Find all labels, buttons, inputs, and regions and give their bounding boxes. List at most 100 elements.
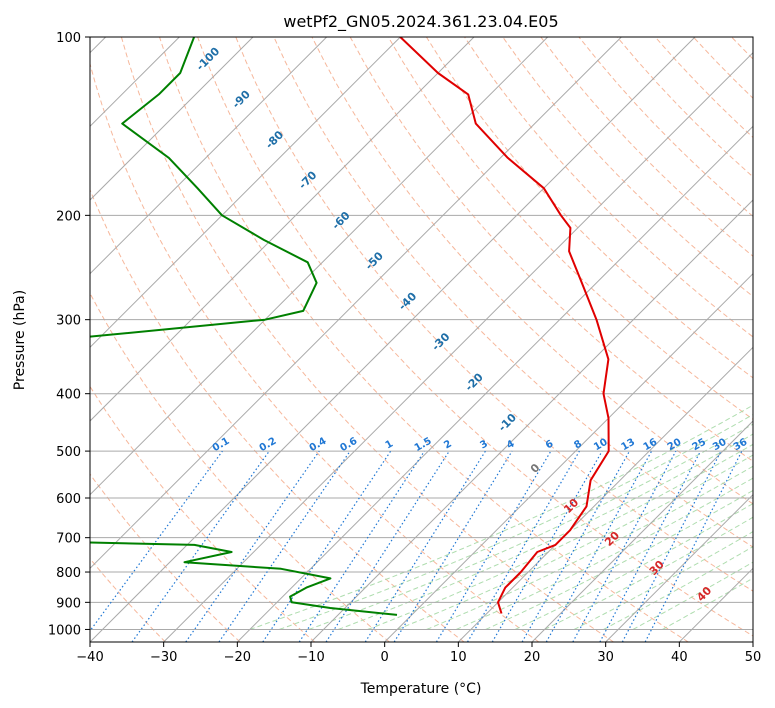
moist-adiabat-line	[456, 477, 753, 630]
dry-adiabat-label: -30	[429, 330, 452, 353]
moist-adiabat-line	[514, 503, 753, 630]
moist-adiabat-line	[279, 414, 753, 630]
dry-adiabat-line	[311, 37, 753, 505]
moist-adiabat-line	[249, 404, 753, 630]
mixing-ratio-line	[185, 450, 320, 642]
y-tick-label: 800	[56, 566, 81, 581]
y-tick-label: 700	[56, 532, 81, 547]
label-layer: 0.1 0.2 0.4 0.6 1 1.5 2 3 4 6 8 10 13 16 20 25 30 36-100-…	[194, 44, 750, 604]
moist-adiabat-line	[397, 454, 753, 630]
y-tick-label: 900	[56, 596, 81, 611]
mixing-ratio-label: 1	[384, 438, 396, 451]
dry-adiabat-label: -70	[296, 168, 319, 191]
isotherm-line	[90, 37, 549, 496]
dry-adiabat-line	[235, 37, 753, 592]
mixing-ratio-line	[621, 450, 722, 642]
x-tick-label: 50	[745, 650, 762, 665]
isotherm-line	[90, 37, 475, 422]
dry-adiabat-line	[692, 37, 753, 99]
x-tick-label: −10	[297, 650, 324, 665]
y-tick-label: 1000	[48, 623, 81, 638]
dry-adiabat-line	[159, 37, 689, 642]
dry-adiabat-label: 0	[528, 461, 543, 476]
isotherm-line	[310, 199, 753, 642]
mixing-ratio-label: 6	[544, 438, 556, 451]
dry-adiabat-line	[90, 188, 465, 642]
x-tick-label: −20	[224, 650, 251, 665]
y-tick-label: 300	[56, 314, 81, 329]
dry-adiabat-line	[90, 62, 540, 642]
moist-adiabat-line	[632, 561, 753, 630]
mixing-ratio-line	[364, 450, 486, 642]
y-tick-label: 500	[56, 445, 81, 460]
dry-adiabat-line	[770, 37, 775, 642]
isotherm-line	[236, 125, 753, 642]
dry-adiabat-label: -90	[230, 88, 253, 111]
dry-adiabat-line	[90, 292, 390, 642]
moist-adiabat-line	[573, 531, 753, 630]
y-axis-label: Pressure (hPa)	[12, 290, 28, 390]
mixing-ratio-line	[521, 450, 631, 642]
x-tick-label: 30	[597, 650, 614, 665]
mixing-ratio-line	[435, 450, 552, 642]
mixing-ratio-label: 2	[442, 438, 454, 451]
isotherm-line	[90, 37, 328, 275]
chart-title: wetPf2_GN05.2024.361.23.04.E05	[283, 12, 558, 32]
y-tick-label: 600	[56, 492, 81, 507]
grid-layer	[90, 37, 775, 642]
mixing-ratio-line	[644, 450, 743, 642]
mixing-ratio-line	[545, 450, 653, 642]
dry-adiabat-line	[90, 473, 241, 642]
dry-adiabat-label: -100	[194, 44, 223, 73]
dry-adiabat-label: -20	[463, 370, 486, 393]
dry-adiabat-line	[425, 37, 753, 379]
dry-adiabat-line	[464, 37, 753, 338]
series-layer	[90, 37, 610, 616]
mixing-ratio-line	[218, 450, 351, 642]
mixing-ratio-line	[466, 450, 580, 642]
x-tick-label: 10	[450, 650, 467, 665]
mixing-ratio-line	[325, 450, 450, 642]
y-tick-label: 200	[56, 209, 81, 224]
dry-adiabat-label: 20	[602, 529, 622, 549]
dry-adiabat-line	[654, 37, 753, 139]
dry-adiabat-label: -50	[363, 249, 386, 272]
isotherm-line	[90, 37, 696, 642]
x-tick-label: 40	[671, 650, 688, 665]
isotherm-line	[384, 272, 753, 642]
isotherm-line	[457, 346, 753, 642]
isotherm-line	[605, 493, 753, 642]
isotherm-line	[531, 420, 753, 642]
plot-frame	[89, 36, 754, 643]
x-tick-label: 0	[381, 650, 389, 665]
x-tick-label: 20	[524, 650, 541, 665]
moist-adiabat-line	[426, 465, 753, 630]
mixing-ratio-line	[572, 450, 677, 642]
dewpoint-profile	[90, 37, 398, 616]
dry-adiabat-line	[273, 37, 753, 548]
dry-adiabat-label: -10	[496, 411, 519, 434]
y-tick-label: 400	[56, 388, 81, 403]
x-axis-label: Temperature (°C)	[360, 681, 482, 697]
isotherm-line	[90, 37, 254, 201]
dry-adiabat-label: 30	[647, 558, 667, 578]
dry-adiabat-label: -40	[396, 290, 419, 313]
moist-adiabat-line	[603, 546, 753, 630]
dry-adiabat-label: -60	[329, 209, 352, 232]
y-tick-label: 100	[56, 31, 81, 46]
mixing-ratio-line	[491, 450, 603, 642]
isotherm-line	[90, 37, 401, 349]
x-tick-label: −40	[76, 650, 103, 665]
temperature-profile	[399, 37, 610, 614]
mixing-ratio-label: 8	[572, 438, 584, 451]
isotherm-line	[163, 51, 753, 642]
mixing-ratio-line	[393, 450, 513, 642]
moist-adiabat-line	[308, 423, 753, 630]
dry-adiabat-line	[90, 385, 316, 642]
isotherm-line	[90, 37, 622, 570]
dry-adiabat-line	[349, 37, 753, 462]
dry-adiabat-line	[197, 37, 753, 637]
mixing-ratio-line	[298, 450, 425, 642]
x-tick-label: −30	[150, 650, 177, 665]
